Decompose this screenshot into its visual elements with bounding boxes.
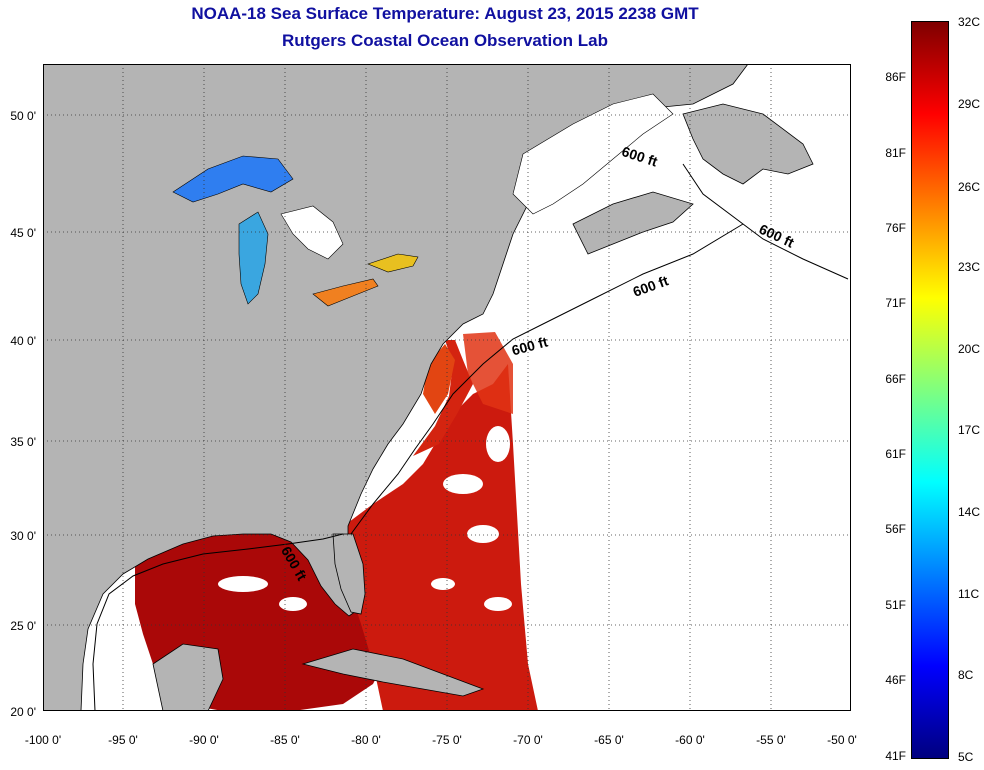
cb-f-71: 71F <box>885 296 906 310</box>
chart-title: NOAA-18 Sea Surface Temperature: August … <box>191 4 699 23</box>
sst-map[interactable]: 600 ft 600 ft 600 ft 600 ft 600 ft <box>43 64 851 711</box>
cb-f-76: 76F <box>885 221 906 235</box>
yucatan-land <box>152 643 224 711</box>
cb-c-23: 23C <box>958 260 981 274</box>
lat-label-30: 30 0' <box>10 529 36 543</box>
st-lawrence-no-data <box>512 93 674 215</box>
lon-label-80: -80 0' <box>351 733 381 747</box>
lon-label-70: -70 0' <box>513 733 543 747</box>
lon-label-85: -85 0' <box>270 733 300 747</box>
contour-600ft <box>350 163 849 535</box>
gulf-stream-sst <box>413 340 473 456</box>
lon-label-55: -55 0' <box>756 733 786 747</box>
lon-label-50: -50 0' <box>827 733 857 747</box>
lon-label-65: -65 0' <box>594 733 624 747</box>
cb-c-14: 14C <box>958 505 981 519</box>
lon-label-100: -100 0' <box>24 733 62 747</box>
lat-label-35: 35 0' <box>10 435 36 449</box>
lat-label-25: 25 0' <box>10 619 36 633</box>
cb-f-56: 56F <box>885 522 906 536</box>
cb-f-81: 81F <box>885 146 906 160</box>
cuba-land <box>301 648 485 697</box>
cb-c-26: 26C <box>958 180 981 194</box>
cb-c-29: 29C <box>958 97 981 111</box>
grid-lines <box>43 64 851 711</box>
newfoundland-land <box>682 103 814 185</box>
lon-label-75: -75 0' <box>432 733 462 747</box>
cb-f-46: 46F <box>885 673 906 687</box>
cb-c-17: 17C <box>958 423 981 437</box>
lake-ontario <box>367 253 419 273</box>
sst-colorbar <box>911 21 949 759</box>
chart-subtitle: Rutgers Coastal Ocean Observation Lab <box>282 31 608 50</box>
lat-label-40: 40 0' <box>10 334 36 348</box>
florida-peninsula <box>332 533 366 615</box>
lon-label-90: -90 0' <box>189 733 219 747</box>
cb-f-51: 51F <box>885 598 906 612</box>
sargasso-sst <box>463 332 513 414</box>
lon-label-95: -95 0' <box>108 733 138 747</box>
cb-f-61: 61F <box>885 447 906 461</box>
cb-c-32: 32C <box>958 15 981 29</box>
lake-erie <box>312 278 379 307</box>
cb-f-86: 86F <box>885 70 906 84</box>
lat-label-45: 45 0' <box>10 226 36 240</box>
cb-f-66: 66F <box>885 372 906 386</box>
lake-superior <box>172 155 294 203</box>
map-canvas: 600 ft 600 ft 600 ft 600 ft 600 ft <box>43 64 851 711</box>
lat-label-20: 20 0' <box>10 705 36 719</box>
lake-huron <box>280 205 344 260</box>
cb-f-41: 41F <box>885 749 906 763</box>
lake-michigan <box>238 211 269 305</box>
cb-c-5: 5C <box>958 750 974 764</box>
cb-c-20: 20C <box>958 342 981 356</box>
lat-label-50: 50 0' <box>10 109 36 123</box>
lon-label-60: -60 0' <box>675 733 705 747</box>
cb-c-8: 8C <box>958 668 974 682</box>
contour-600ft-gulf <box>92 533 344 711</box>
cb-c-11: 11C <box>958 587 980 601</box>
nova-scotia-land <box>572 191 694 255</box>
bahamas-sst <box>333 364 538 711</box>
